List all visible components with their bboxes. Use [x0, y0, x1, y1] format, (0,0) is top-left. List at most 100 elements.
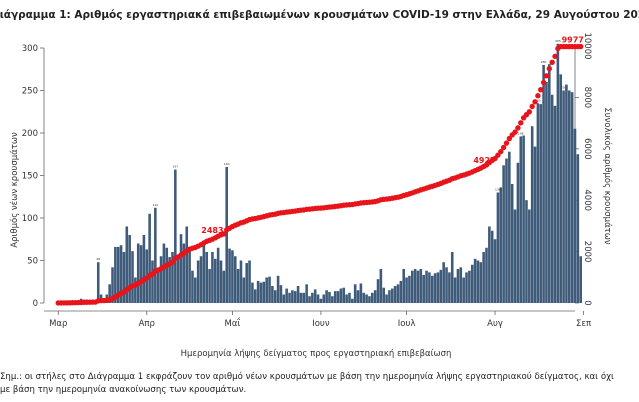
bar — [496, 192, 500, 303]
bar — [151, 260, 154, 303]
bar — [116, 246, 120, 303]
footnote: Σημ.: οι στήλες στο Διάγραμμα 1 εκφράζου… — [0, 371, 639, 397]
bar — [348, 292, 351, 303]
bar — [236, 269, 240, 303]
bar — [119, 245, 123, 303]
bar — [553, 105, 557, 303]
bar-value-label: 280 — [541, 60, 547, 64]
bar — [479, 262, 483, 303]
bar — [530, 126, 534, 303]
bar — [171, 252, 174, 303]
bar — [339, 288, 343, 303]
bar — [176, 258, 180, 303]
bar — [465, 272, 468, 303]
x-axis: Μαρ Απρ Μαΐ Ιουν Ιουλ Αυγ Σεπ — [44, 310, 591, 329]
cumulative-point — [506, 135, 513, 142]
bar — [579, 256, 582, 303]
bar-value-label: 250 — [561, 86, 567, 90]
bar — [131, 251, 134, 303]
bar — [305, 284, 308, 303]
bar — [353, 284, 357, 303]
bar — [508, 151, 511, 303]
bar — [542, 65, 545, 303]
bar — [519, 136, 523, 303]
cumulative-point — [546, 65, 553, 72]
bar — [422, 274, 425, 303]
y-tick-label-right: 6000 — [582, 138, 592, 160]
bar — [539, 104, 543, 303]
bar — [182, 243, 186, 303]
x-tick-label: Ιουν — [312, 319, 330, 329]
bar — [462, 277, 465, 303]
bar-value-label: 130 — [495, 188, 501, 192]
new-cases-bars — [56, 43, 582, 304]
bar — [416, 270, 420, 303]
bar — [154, 207, 157, 303]
bar — [191, 270, 194, 303]
bar — [482, 252, 485, 303]
y-tick-label-right: 0 — [582, 300, 592, 305]
cumulative-point — [515, 125, 521, 131]
bar — [356, 290, 360, 303]
bar — [231, 250, 234, 303]
bar — [436, 272, 440, 303]
bar — [396, 284, 400, 303]
bar — [139, 245, 143, 303]
x-tick-label: Απρ — [139, 319, 155, 329]
bar-value-label: 157 — [172, 165, 178, 169]
bar — [251, 282, 254, 303]
footnote-line-1: Σημ.: οι στήλες στο Διάγραμμα 1 εκφράζου… — [0, 372, 614, 382]
cumulative-point — [498, 148, 504, 155]
bar — [376, 279, 380, 303]
bar — [299, 292, 303, 303]
bar — [179, 234, 183, 303]
x-tick-label: Ιουλ — [398, 319, 416, 329]
bar — [285, 288, 288, 303]
bar — [568, 90, 571, 303]
bar — [331, 296, 334, 303]
bar-value-label: 112 — [152, 203, 158, 207]
bar — [273, 290, 277, 303]
bar — [168, 257, 171, 303]
bar — [522, 135, 525, 303]
bar — [282, 294, 286, 303]
cumulative-point — [526, 109, 533, 115]
bar — [410, 270, 414, 303]
y-tick-label-left: 50 — [27, 257, 38, 267]
bar — [248, 260, 251, 303]
bar — [271, 286, 274, 303]
bar — [533, 146, 537, 303]
bar — [516, 162, 520, 303]
bar — [291, 290, 294, 303]
bar — [402, 269, 405, 303]
bar — [165, 247, 169, 303]
bar — [488, 226, 491, 303]
cumulative-point — [500, 144, 507, 151]
bar — [328, 291, 331, 303]
bar — [108, 284, 111, 303]
bar — [242, 277, 246, 303]
bar — [548, 64, 551, 304]
cumulative-point — [221, 231, 227, 237]
bar-value-label: 235 — [535, 98, 541, 102]
y-tick-label-left: 300 — [22, 44, 38, 54]
bar — [373, 290, 377, 303]
bar — [342, 287, 346, 303]
x-tick-label: Αυγ — [487, 319, 503, 329]
cumulative-point — [543, 73, 550, 79]
bar — [391, 288, 394, 303]
bar — [565, 84, 568, 303]
bar-value-label: 160 — [224, 162, 230, 166]
bar — [268, 276, 271, 303]
bar — [302, 292, 306, 303]
bar-value-labels: 48 112 157 160 130 196 235 280 305 250 — [96, 39, 566, 261]
cumulative-point — [535, 93, 541, 99]
bar — [505, 158, 508, 303]
bar — [385, 294, 388, 303]
bar — [208, 269, 211, 303]
bar — [456, 269, 460, 303]
bar — [345, 294, 348, 303]
bar — [365, 294, 368, 303]
cumulative-point — [503, 140, 510, 146]
bar-value-label: 196 — [518, 131, 524, 135]
